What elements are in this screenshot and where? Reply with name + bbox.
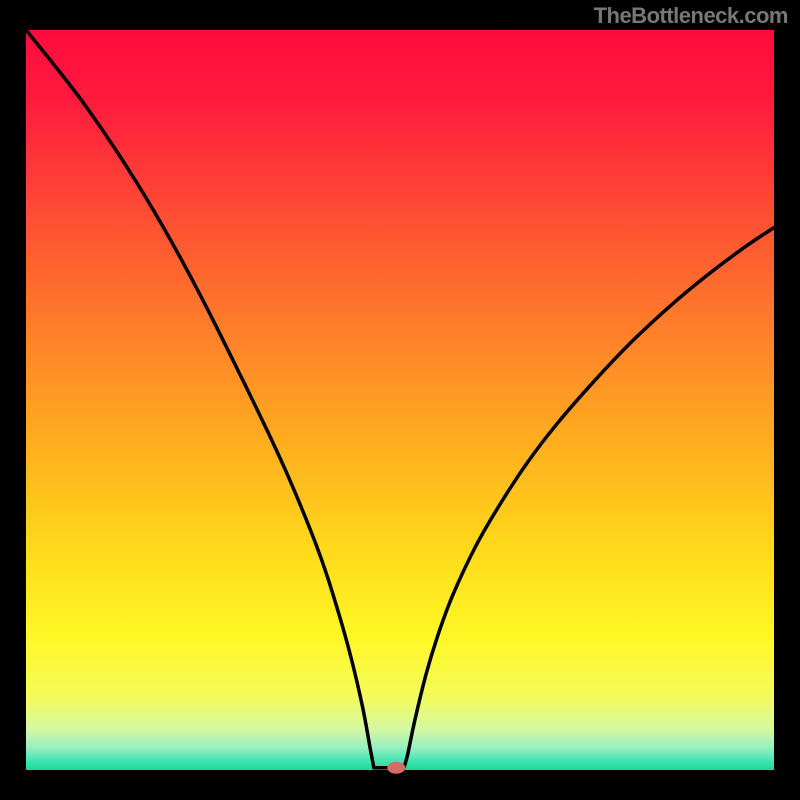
gradient-background bbox=[26, 30, 774, 770]
bottleneck-chart bbox=[0, 0, 800, 800]
chart-container: TheBottleneck.com bbox=[0, 0, 800, 800]
watermark-text: TheBottleneck.com bbox=[594, 3, 788, 29]
optimal-point-marker bbox=[387, 762, 405, 774]
